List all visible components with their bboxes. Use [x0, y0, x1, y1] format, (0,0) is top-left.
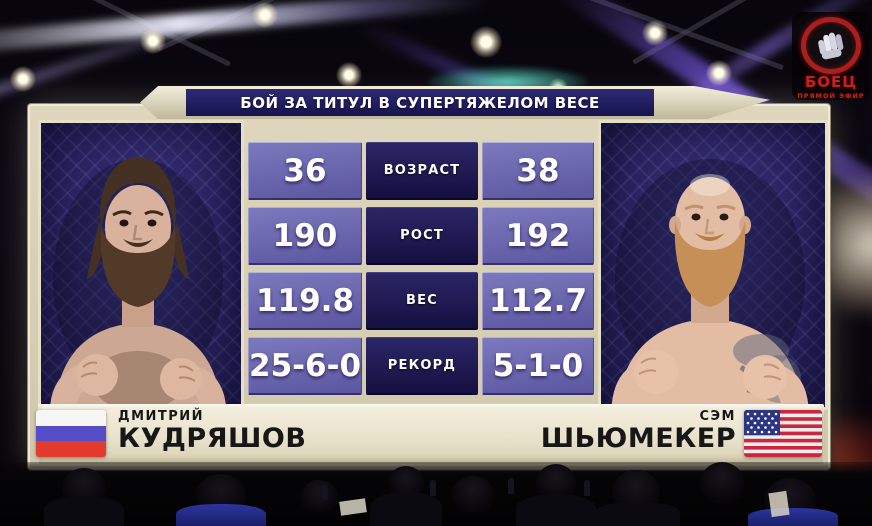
stat-value-left: 190 — [248, 207, 362, 265]
stats-grid: 36 ВОЗРАСТ 38 190 РОСТ 192 119.8 ВЕС 112… — [248, 142, 594, 395]
audience-head — [700, 462, 744, 504]
russia-flag-white-stripe — [36, 410, 106, 426]
paper-on-table — [339, 498, 367, 516]
stat-label: РЕКОРД — [366, 337, 478, 395]
fist-ring — [801, 17, 861, 74]
stat-value-right: 192 — [482, 207, 594, 265]
bottle-silhouette — [430, 480, 436, 496]
fighter-photo-left — [38, 120, 244, 410]
spotlight-glow — [470, 26, 502, 58]
audience-body — [44, 496, 124, 526]
audience-body — [748, 508, 838, 526]
bottle-silhouette — [584, 480, 590, 496]
fighter-first-name-right: СЭМ — [699, 409, 736, 424]
fighter-photo-right — [598, 120, 828, 410]
stat-label: РОСТ — [366, 207, 478, 265]
russia-flag-red-stripe — [36, 441, 106, 457]
fighter-name-right: СЭМ ШЬЮМЕКЕР — [541, 409, 736, 454]
live-badge: ПРЯМОЙ ЭФИР — [797, 92, 865, 100]
stat-value-left: 36 — [248, 142, 362, 200]
fighter-first-name-left: ДМИТРИЙ — [118, 409, 205, 424]
stat-value-left: 119.8 — [248, 272, 362, 330]
spotlight-glow — [10, 66, 36, 92]
stat-label: ВЕС — [366, 272, 478, 330]
audience-body — [516, 494, 596, 526]
paper-on-table — [768, 490, 790, 518]
russia-flag — [36, 410, 106, 457]
fighter-portrait-left — [50, 157, 226, 407]
spotlight-glow — [252, 2, 278, 28]
fighter-last-name-right: ШЬЮМЕКЕР — [540, 423, 736, 454]
stat-value-right: 38 — [482, 142, 594, 200]
fight-title-text: БОЙ ЗА ТИТУЛ В СУПЕРТЯЖЕЛОМ ВЕСЕ — [240, 93, 600, 112]
spotlight-glow — [140, 28, 166, 54]
audience-silhouettes — [0, 462, 872, 526]
usa-flag-graphic — [744, 410, 822, 457]
audience-head — [300, 480, 338, 514]
usa-flag — [744, 410, 822, 457]
fighter-name-left: ДМИТРИЙ КУДРЯШОВ — [118, 409, 306, 454]
audience-body — [370, 492, 442, 526]
stat-value-right: 5-1-0 — [482, 337, 594, 395]
title-bar: БОЙ ЗА ТИТУЛ В СУПЕРТЯЖЕЛОМ ВЕСЕ — [140, 86, 770, 119]
bottle-silhouette — [508, 478, 514, 494]
audience-head — [452, 476, 494, 514]
fighter-last-name-left: КУДРЯШОВ — [118, 423, 307, 454]
fist-icon — [818, 32, 844, 59]
name-bar: ДМИТРИЙ КУДРЯШОВ СЭМ ШЬЮМЕКЕР — [36, 404, 824, 464]
spotlight-glow — [706, 60, 732, 86]
spotlight-glow — [642, 20, 668, 46]
audience-body — [176, 504, 266, 526]
title-inset: БОЙ ЗА ТИТУЛ В СУПЕРТЯЖЕЛОМ ВЕСЕ — [186, 89, 654, 116]
channel-logo: БОЕЦ ПРЯМОЙ ЭФИР — [792, 12, 870, 100]
bottle-silhouette — [322, 484, 328, 500]
stat-label: ВОЗРАСТ — [366, 142, 478, 200]
stat-value-left: 25-6-0 — [248, 337, 362, 395]
fighter-portrait-right — [611, 159, 809, 407]
russia-flag-blue-stripe — [36, 425, 106, 442]
broadcast-graphic: 36 ВОЗРАСТ 38 190 РОСТ 192 119.8 ВЕС 112… — [28, 104, 830, 470]
channel-name: БОЕЦ — [804, 73, 858, 91]
audience-body — [594, 502, 680, 526]
spotlight-glow — [336, 62, 362, 88]
stat-value-right: 112.7 — [482, 272, 594, 330]
